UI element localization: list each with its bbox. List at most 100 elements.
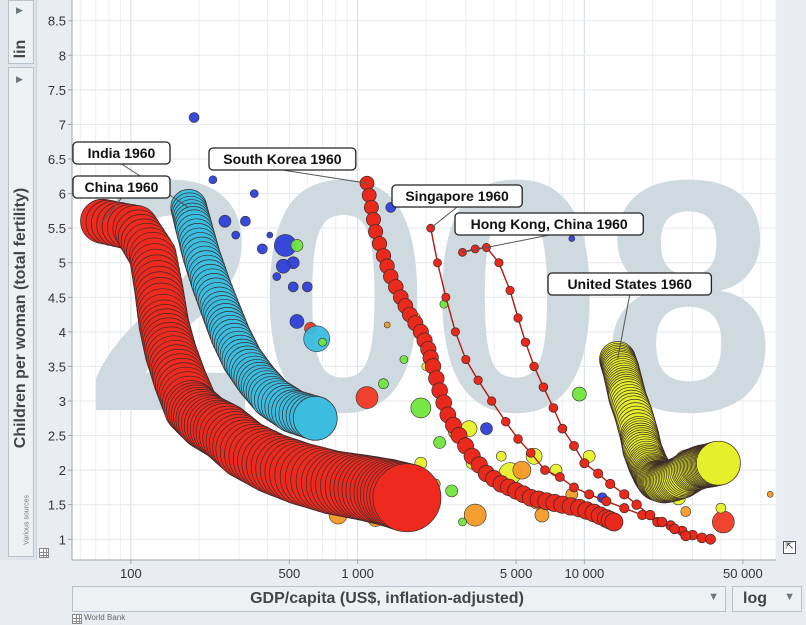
data-table-icon[interactable] [72,614,82,624]
data-table-icon[interactable] [39,548,49,558]
trail-bubble [619,489,630,500]
trail-bubble [619,503,630,514]
country-bubble [231,230,241,240]
trail-bubble [605,478,616,490]
y-tick-label: 5 [59,256,66,271]
country-bubble [378,378,389,390]
trail-bubble [696,440,741,486]
expand-arrow-icon: ▶ [16,5,23,15]
trail-bubble [569,482,579,493]
callout-pointer [282,169,368,184]
y-tick-label: 6 [59,187,66,202]
country-bubble [495,450,507,462]
country-bubble [568,235,576,242]
y-tick-label: 1.5 [48,498,66,513]
country-bubble [188,112,200,123]
country-bubble [266,231,274,239]
expand-arrow-icon: ▶ [16,74,23,84]
callout-label: China 1960 [85,179,159,195]
callout-pointer [102,197,122,222]
country-bubble [512,460,532,480]
country-bubble [289,314,305,329]
callout-box [547,272,713,296]
trail-bubble [705,533,716,545]
country-bubble [480,422,493,435]
trail-bubble [656,516,668,528]
trail-bubble [548,403,559,413]
chevron-down-icon: ▼ [784,591,795,603]
x-scale-selector[interactable]: log ▼ [732,586,802,612]
x-tick-label: 100 [120,566,142,581]
y-tick-label: 3 [59,394,66,409]
y-tick-label: 1 [59,532,66,547]
annotation-callout: India 1960 [72,141,190,208]
country-bubble [318,337,327,347]
trail-bubble [557,423,568,434]
country-bubble [287,281,299,293]
country-bubble [766,491,774,498]
y-tick-label: 3.5 [48,359,66,374]
y-tick-label: 6.5 [48,152,66,167]
x-axis-indicator-selector[interactable]: GDP/capita (US$, inflation-adjusted) ▼ [72,586,726,612]
country-bubble [208,175,218,185]
fullscreen-icon[interactable]: ⇱ [783,541,796,554]
y-tick-label: 2.5 [48,429,66,444]
trail-bubble [631,499,642,510]
trail-hong-kong-china [458,243,692,542]
trail-bubble [540,465,550,475]
annotations: India 1960 China 1960 South Korea 1960 Sing… [72,141,713,360]
country-bubble [399,355,409,364]
callout-label: Hong Kong, China 1960 [471,216,628,232]
trail-china [80,198,442,533]
x-tick-label: 50 000 [723,566,763,581]
y-tick-label: 8.5 [48,14,66,29]
callout-box [454,212,644,236]
country-bubble [355,386,379,409]
x-tick-label: 500 [279,566,301,581]
y-tick-label: 5.5 [48,221,66,236]
country-bubble [458,517,467,527]
country-bubble [445,484,459,498]
country-bubble [290,239,304,252]
trail-south-korea [359,175,624,532]
trail-bubble [450,327,460,337]
trail-bubble [361,187,377,203]
y-tick-label: 8 [59,48,66,63]
country-bubble [433,436,446,449]
trail-bubble [584,489,595,500]
trail-bubble [529,361,539,372]
country-bubble [257,243,268,255]
y-tick-label: 7.5 [48,83,66,98]
annotation-callout: Hong Kong, China 1960 [454,212,644,253]
trail-bubble [601,496,612,507]
chevron-down-icon: ▼ [708,591,719,603]
trail-bubble [292,395,338,441]
trail-bubble [604,512,624,532]
trail-bubble [505,285,515,295]
y-scale-selector[interactable]: ▶ lin [8,0,34,64]
trail-bubble [513,434,523,444]
y-axis-indicator-selector[interactable]: ▶ Children per woman (total fertility) [8,67,34,557]
country-bubble [272,272,282,281]
trail-bubble [461,354,471,365]
trail-bubble [441,292,451,302]
callout-label: South Korea 1960 [223,151,341,167]
y-tick-label: 4 [59,325,66,340]
country-bubble [410,397,432,419]
country-bubble [249,189,259,198]
annotation-callout: Singapore 1960 [391,184,523,229]
callout-pointer [462,234,550,253]
trail-bubble [644,509,656,521]
trail-bubble [433,258,442,268]
callout-label: United States 1960 [567,276,692,292]
country-bubble [383,321,391,329]
trail-bubble [473,375,483,385]
annotation-callout: South Korea 1960 [208,147,368,184]
callout-box [208,147,357,171]
country-bubble [712,510,735,534]
trail-bubble [579,458,590,469]
callout-box [72,175,171,199]
y-tick-label: 2 [59,463,66,478]
x-axis-title: GDP/capita (US$, inflation-adjusted) [250,590,524,607]
trail-india [170,189,338,441]
